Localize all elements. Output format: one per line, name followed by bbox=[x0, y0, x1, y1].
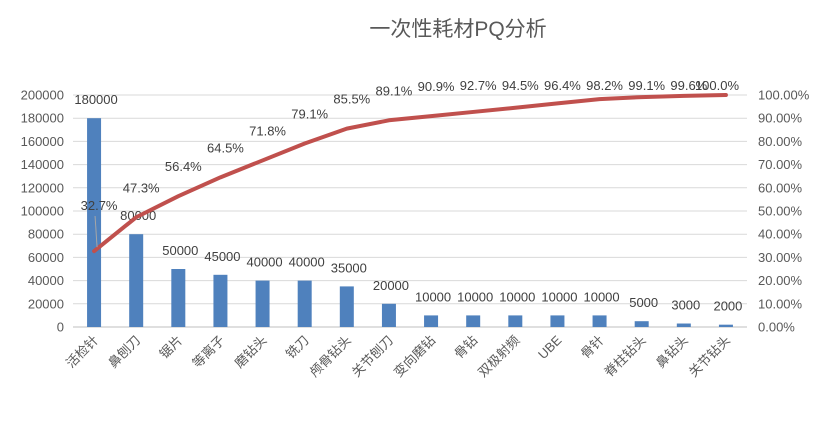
x-axis-category-label: UBE bbox=[535, 332, 565, 362]
bar bbox=[508, 315, 523, 327]
bar bbox=[87, 118, 102, 327]
percent-label: 98.2% bbox=[586, 78, 623, 93]
bar bbox=[129, 234, 144, 327]
left-axis-tick-label: 180000 bbox=[21, 111, 64, 126]
value-label: 180000 bbox=[74, 92, 117, 107]
x-axis-category-label: 变向磨钻 bbox=[391, 333, 438, 380]
cumulative-line bbox=[92, 93, 728, 254]
x-axis-category-label: 双极射频 bbox=[475, 333, 522, 380]
left-axis-tick-label: 140000 bbox=[21, 157, 64, 172]
percent-label: 64.5% bbox=[207, 140, 244, 155]
x-axis-category-label: 骨针 bbox=[578, 333, 607, 362]
percent-label: 92.7% bbox=[460, 78, 497, 93]
value-label: 40000 bbox=[246, 255, 282, 270]
right-axis-tick-label: 100.00% bbox=[758, 88, 810, 103]
x-axis-category-label: 锯片 bbox=[156, 333, 185, 362]
value-label: 10000 bbox=[415, 289, 451, 304]
left-axis-tick-label: 40000 bbox=[28, 273, 64, 288]
bar bbox=[171, 269, 186, 327]
right-axis-tick-label: 20.00% bbox=[758, 273, 803, 288]
bar bbox=[424, 315, 439, 327]
value-label: 10000 bbox=[457, 289, 493, 304]
x-axis-category-label: 铣刀 bbox=[283, 333, 312, 362]
x-axis-category-label: 颅骨钻头 bbox=[307, 333, 354, 380]
right-axis-tick-label: 80.00% bbox=[758, 134, 803, 149]
right-axis-tick-label: 90.00% bbox=[758, 111, 803, 126]
bar bbox=[466, 315, 481, 327]
value-label: 2000 bbox=[713, 299, 742, 314]
value-label: 10000 bbox=[499, 289, 535, 304]
value-label: 45000 bbox=[204, 249, 240, 264]
x-axis-category-label: 关节钻头 bbox=[686, 333, 733, 380]
percent-label: 56.4% bbox=[165, 159, 202, 174]
percent-label: 32.7% bbox=[81, 198, 118, 213]
percent-label: 96.4% bbox=[544, 78, 581, 93]
bar bbox=[213, 274, 228, 327]
x-axis-category-label: 关节刨刀 bbox=[349, 333, 396, 380]
plot-area: 0 0.00% 20000 10.00% 40000 20.00% 60000 30.00% 8… bbox=[21, 78, 810, 380]
bar bbox=[634, 321, 649, 327]
left-axis-tick-label: 0 bbox=[57, 320, 64, 335]
left-axis-tick-label: 20000 bbox=[28, 296, 64, 311]
percent-label: 99.6% bbox=[670, 78, 707, 93]
value-label: 10000 bbox=[583, 289, 619, 304]
percent-label: 47.3% bbox=[123, 180, 160, 195]
x-axis-category-label: 鼻钻头 bbox=[653, 333, 691, 371]
percent-label: 99.1% bbox=[628, 78, 665, 93]
percent-label: 90.9% bbox=[418, 79, 455, 94]
right-axis-tick-label: 70.00% bbox=[758, 157, 803, 172]
x-axis-category-label: 骨钻 bbox=[451, 333, 480, 362]
left-axis-tick-label: 100000 bbox=[21, 204, 64, 219]
value-label: 5000 bbox=[629, 295, 658, 310]
left-axis-tick-label: 160000 bbox=[21, 134, 64, 149]
x-axis-category-label: 脊柱钻头 bbox=[601, 333, 648, 380]
left-axis-tick-label: 200000 bbox=[21, 88, 64, 103]
bar bbox=[297, 280, 312, 327]
right-axis-tick-label: 10.00% bbox=[758, 296, 803, 311]
value-label: 3000 bbox=[671, 298, 700, 313]
value-label: 35000 bbox=[331, 260, 367, 275]
bar bbox=[676, 323, 691, 327]
percent-label: 89.1% bbox=[376, 83, 413, 98]
bar bbox=[592, 315, 607, 327]
x-axis-category-label: 活检针 bbox=[63, 333, 101, 371]
bar bbox=[339, 286, 354, 327]
x-axis-category-label: 磨钻头 bbox=[231, 333, 269, 371]
percent-label: 94.5% bbox=[502, 78, 539, 93]
bar bbox=[381, 303, 396, 327]
chart-title: 一次性耗材PQ分析 bbox=[369, 18, 546, 41]
percent-label: 100.0% bbox=[695, 78, 740, 93]
right-axis-tick-label: 30.00% bbox=[758, 250, 803, 265]
value-label: 50000 bbox=[162, 243, 198, 258]
bar bbox=[550, 315, 565, 327]
value-label: 40000 bbox=[289, 255, 325, 270]
x-axis-category-label: 等离子 bbox=[189, 333, 227, 371]
x-axis-category-label: 鼻刨刀 bbox=[105, 333, 143, 371]
percent-label: 71.8% bbox=[249, 123, 286, 138]
right-axis-tick-label: 50.00% bbox=[758, 204, 803, 219]
bar bbox=[255, 280, 270, 327]
right-axis-tick-label: 60.00% bbox=[758, 180, 803, 195]
label-leader-line bbox=[94, 215, 98, 248]
right-axis-tick-label: 0.00% bbox=[758, 320, 795, 335]
percent-label: 79.1% bbox=[291, 106, 328, 121]
right-axis-tick-label: 40.00% bbox=[758, 227, 803, 242]
left-axis-tick-label: 80000 bbox=[28, 227, 64, 242]
value-label: 20000 bbox=[373, 278, 409, 293]
left-axis-tick-label: 60000 bbox=[28, 250, 64, 265]
percent-label: 85.5% bbox=[333, 92, 370, 107]
bar bbox=[718, 324, 733, 327]
left-axis-tick-label: 120000 bbox=[21, 180, 64, 195]
value-label: 10000 bbox=[541, 289, 577, 304]
